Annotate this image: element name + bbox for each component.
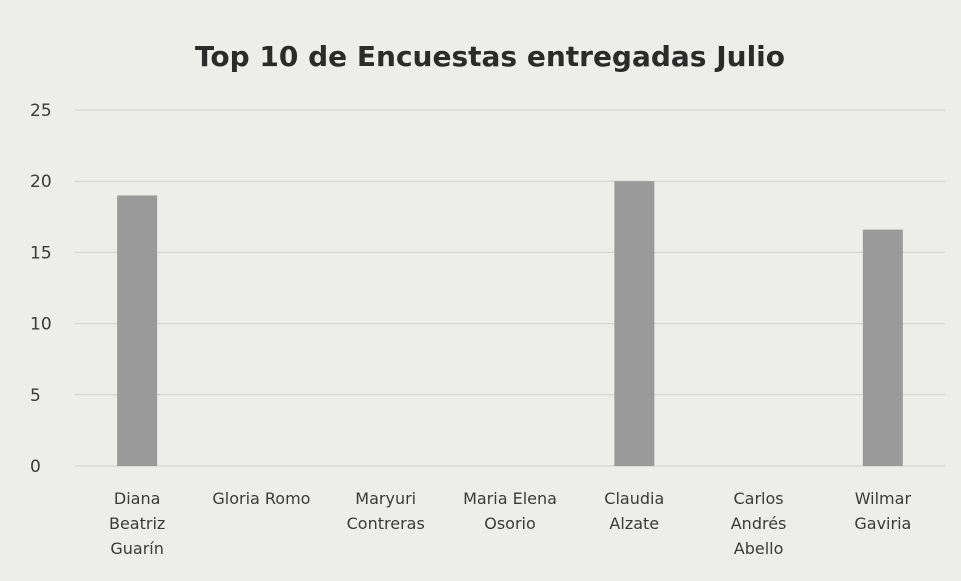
x-axis-labels: Diana Beatriz Guarín Gloria Romo Maryuri Cont… — [109, 489, 911, 558]
x-category-label-line: Contreras — [347, 514, 425, 533]
x-category-label-line: Abello — [734, 539, 784, 558]
x-category-label-line: Gloria Romo — [212, 489, 310, 508]
x-category-label-line: Osorio — [484, 514, 536, 533]
x-category-label-line: Andrés — [731, 514, 787, 533]
x-category-label-line: Claudia — [604, 489, 664, 508]
x-category-label: Maryuri Contreras — [347, 489, 425, 533]
x-category-label-line: Beatriz — [109, 514, 165, 533]
x-category-label-line: Guarín — [110, 539, 164, 558]
x-category-label-line: Alzate — [609, 514, 659, 533]
y-axis-ticks: 0 5 10 15 20 25 — [30, 101, 52, 477]
y-tick-label: 5 — [30, 386, 41, 406]
y-tick-label: 0 — [30, 457, 41, 477]
x-category-label: Gloria Romo — [212, 489, 310, 508]
x-category-label: Diana Beatriz Guarín — [109, 489, 165, 558]
x-category-label: Wilmar Gaviria — [854, 489, 911, 533]
x-category-label-line: Gaviria — [854, 514, 911, 533]
x-category-label-line: Maria Elena — [463, 489, 557, 508]
x-category-label: Carlos Andrés Abello — [731, 489, 787, 558]
chart-title: Top 10 de Encuestas entregadas Julio — [195, 40, 785, 73]
bar-0 — [117, 195, 158, 466]
bar-4 — [614, 181, 655, 466]
x-category-label: Claudia Alzate — [604, 489, 664, 533]
y-tick-label: 20 — [30, 172, 52, 192]
x-category-label-line: Carlos — [734, 489, 784, 508]
gridlines — [75, 109, 945, 467]
y-tick-label: 15 — [30, 243, 52, 263]
x-category-label: Maria Elena Osorio — [463, 489, 557, 533]
y-tick-label: 10 — [30, 315, 52, 335]
x-category-label-line: Maryuri — [355, 489, 416, 508]
x-category-label-line: Wilmar — [855, 489, 912, 508]
y-tick-label: 25 — [30, 101, 52, 121]
x-category-label-line: Diana — [114, 489, 161, 508]
bars — [117, 181, 903, 466]
bar-6 — [862, 229, 903, 466]
